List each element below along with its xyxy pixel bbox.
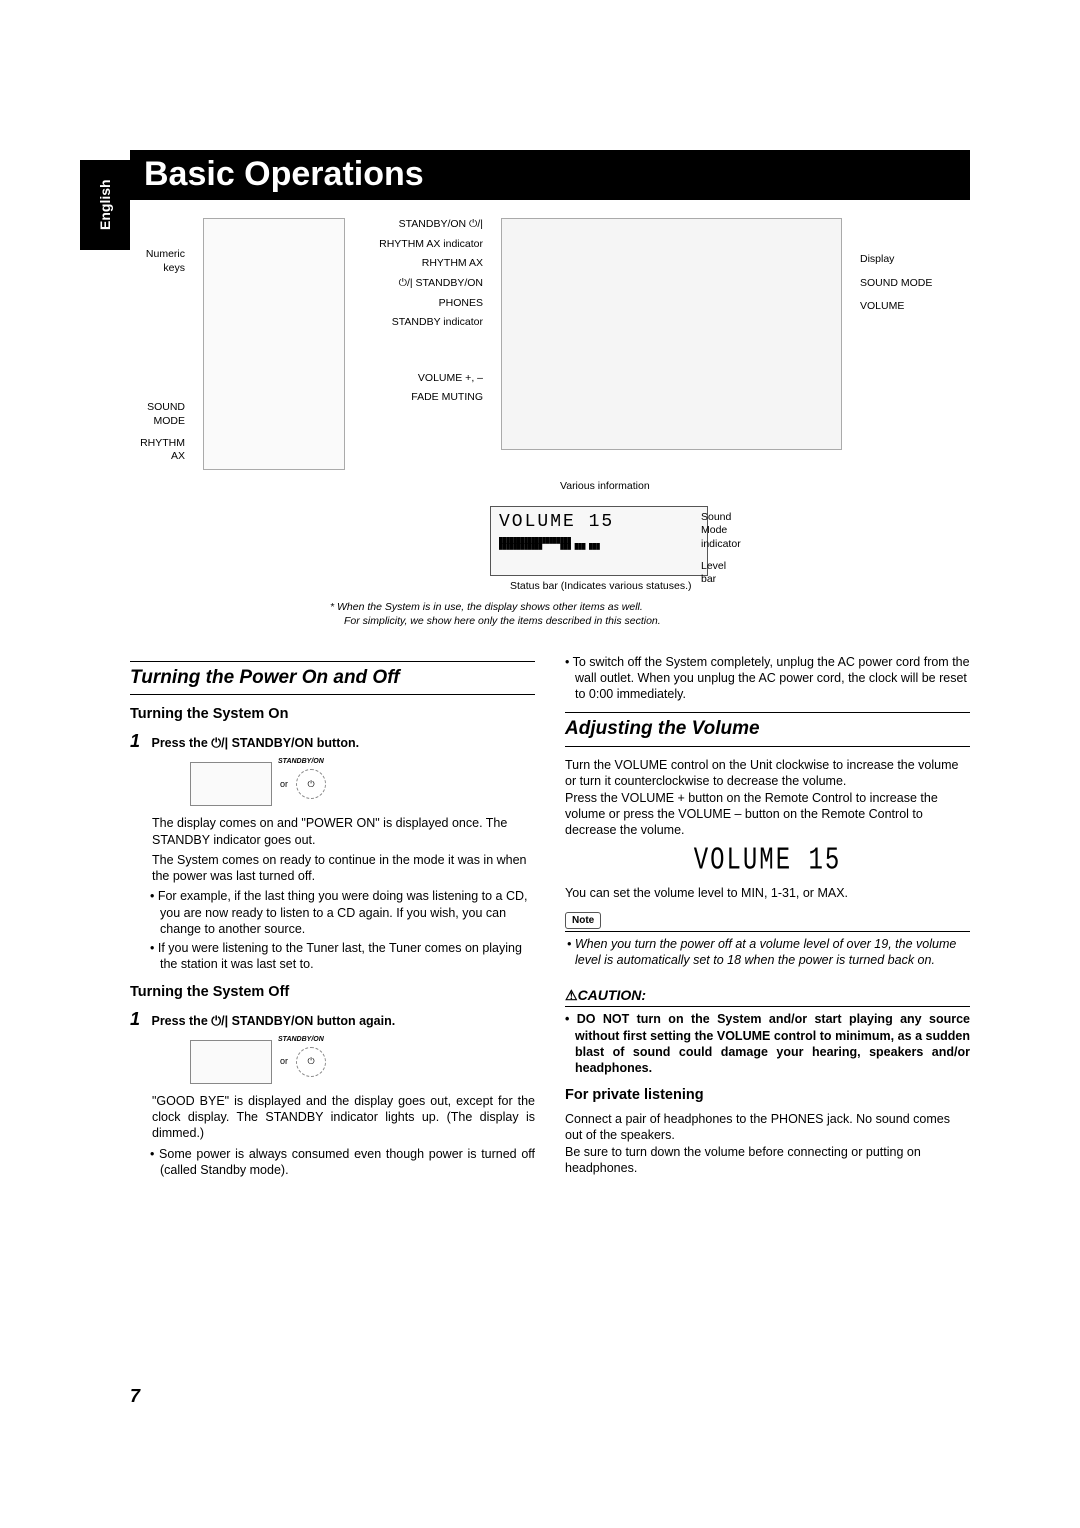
section-title: Basic Operations xyxy=(130,150,970,200)
callout-volume-unit: VOLUME xyxy=(860,300,970,314)
note-label: Note xyxy=(565,912,601,929)
display-panel: VOLUME 15 ████████████████████ █████████… xyxy=(490,506,708,576)
diagram-row: Numeric keys SOUND MODE RHYTHM AX STANDB… xyxy=(130,218,970,470)
display-caption-above: Various information xyxy=(560,480,970,494)
caution-heading: ⚠CAUTION: xyxy=(565,986,970,1004)
callout-fade-muting: FADE MUTING xyxy=(411,391,483,405)
or-label: or xyxy=(280,779,288,791)
para-volume-2: Press the VOLUME + button on the Remote … xyxy=(565,790,970,839)
para-volume-range: You can set the volume level to MIN, 1-3… xyxy=(565,885,970,901)
para-poweroff-1: "GOOD BYE" is displayed and the display … xyxy=(152,1093,535,1142)
callout-sound-mode: SOUND MODE xyxy=(130,401,185,428)
manual-page: English Basic Operations Numeric keys SO… xyxy=(0,0,1080,1528)
language-tab: English xyxy=(80,160,130,250)
diagram-footnote: * When the System is in use, the display… xyxy=(330,601,970,628)
bullet-poweron-1: • For example, if the last thing you wer… xyxy=(160,888,535,937)
callout-phones: PHONES xyxy=(439,297,483,311)
caution-body: • DO NOT turn on the System and/or start… xyxy=(575,1011,970,1076)
left-column: Turning the Power On and Off Turning the… xyxy=(130,651,535,1182)
callout-rhythm-ax-unit: RHYTHM AX xyxy=(422,257,483,271)
footnote-line-1: * When the System is in use, the display… xyxy=(330,601,970,615)
callout-numeric-keys: Numeric keys xyxy=(130,248,185,275)
page-number: 7 xyxy=(130,1385,140,1408)
callout-volume-plusminus: VOLUME +, – xyxy=(418,372,483,386)
step-1-on: 1 Press the ⏻/| STANDBY/ON button. xyxy=(130,730,535,753)
callout-rhythm-ax: RHYTHM AX xyxy=(130,437,185,464)
para-poweron-1: The display comes on and "POWER ON" is d… xyxy=(152,815,535,848)
main-unit-diagram xyxy=(501,218,842,450)
callout-standby-indicator: STANDBY indicator xyxy=(392,316,483,330)
mini-standby-label-2: STANDBY/ON xyxy=(278,1035,324,1044)
para-private-2: Be sure to turn down the volume before c… xyxy=(565,1144,970,1177)
callout-sound-mode-unit: SOUND MODE xyxy=(860,277,970,291)
mini-diagram-on: or STANDBY/ON ⏻ xyxy=(190,759,390,809)
or-label-2: or xyxy=(280,1056,288,1068)
mini-standby-label: STANDBY/ON xyxy=(278,757,324,766)
volume-display-example: VOLUME 15 xyxy=(565,842,970,883)
bullet-poweron-2: • If you were listening to the Tuner las… xyxy=(160,940,535,973)
subheading-turn-on: Turning the System On xyxy=(130,705,535,724)
display-level-bars: ████████████████████ ████████████ ███ ██… xyxy=(499,538,699,550)
step-1-off: 1 Press the ⏻/| STANDBY/ON button again. xyxy=(130,1008,535,1031)
step-1-off-text: Press the ⏻/| STANDBY/ON button again. xyxy=(151,1014,395,1028)
remote-diagram xyxy=(203,218,345,470)
callout-display: Display xyxy=(860,253,970,267)
para-private-1: Connect a pair of headphones to the PHON… xyxy=(565,1111,970,1144)
subheading-private-listening: For private listening xyxy=(565,1086,970,1105)
callout-sound-mode-indicator: Sound Mode indicator xyxy=(701,511,741,552)
step-1-on-text: Press the ⏻/| STANDBY/ON button. xyxy=(151,736,359,750)
bullet-unplug: • To switch off the System completely, u… xyxy=(575,654,970,703)
callout-level-bar: Level bar xyxy=(701,560,741,587)
callout-standby-on: STANDBY/ON ⏻/| xyxy=(399,218,483,232)
para-volume-1: Turn the VOLUME control on the Unit cloc… xyxy=(565,757,970,790)
display-text: VOLUME 15 xyxy=(499,512,614,532)
heading-power: Turning the Power On and Off xyxy=(130,661,535,696)
note-text: • When you turn the power off at a volum… xyxy=(575,936,970,969)
right-column: • To switch off the System completely, u… xyxy=(565,651,970,1182)
footnote-line-2: For simplicity, we show here only the it… xyxy=(344,615,970,629)
caution-heading-text: CAUTION: xyxy=(578,987,646,1003)
mini-diagram-off: or STANDBY/ON ⏻ xyxy=(190,1037,390,1087)
heading-volume: Adjusting the Volume xyxy=(565,712,970,747)
callout-rhythm-indicator: RHYTHM AX indicator xyxy=(379,238,483,252)
callout-standby-on-unit: ⏻/| STANDBY/ON xyxy=(399,277,483,291)
bullet-poweroff-1: • Some power is always consumed even tho… xyxy=(160,1146,535,1179)
subheading-turn-off: Turning the System Off xyxy=(130,983,535,1002)
para-poweron-2: The System comes on ready to continue in… xyxy=(152,852,535,885)
